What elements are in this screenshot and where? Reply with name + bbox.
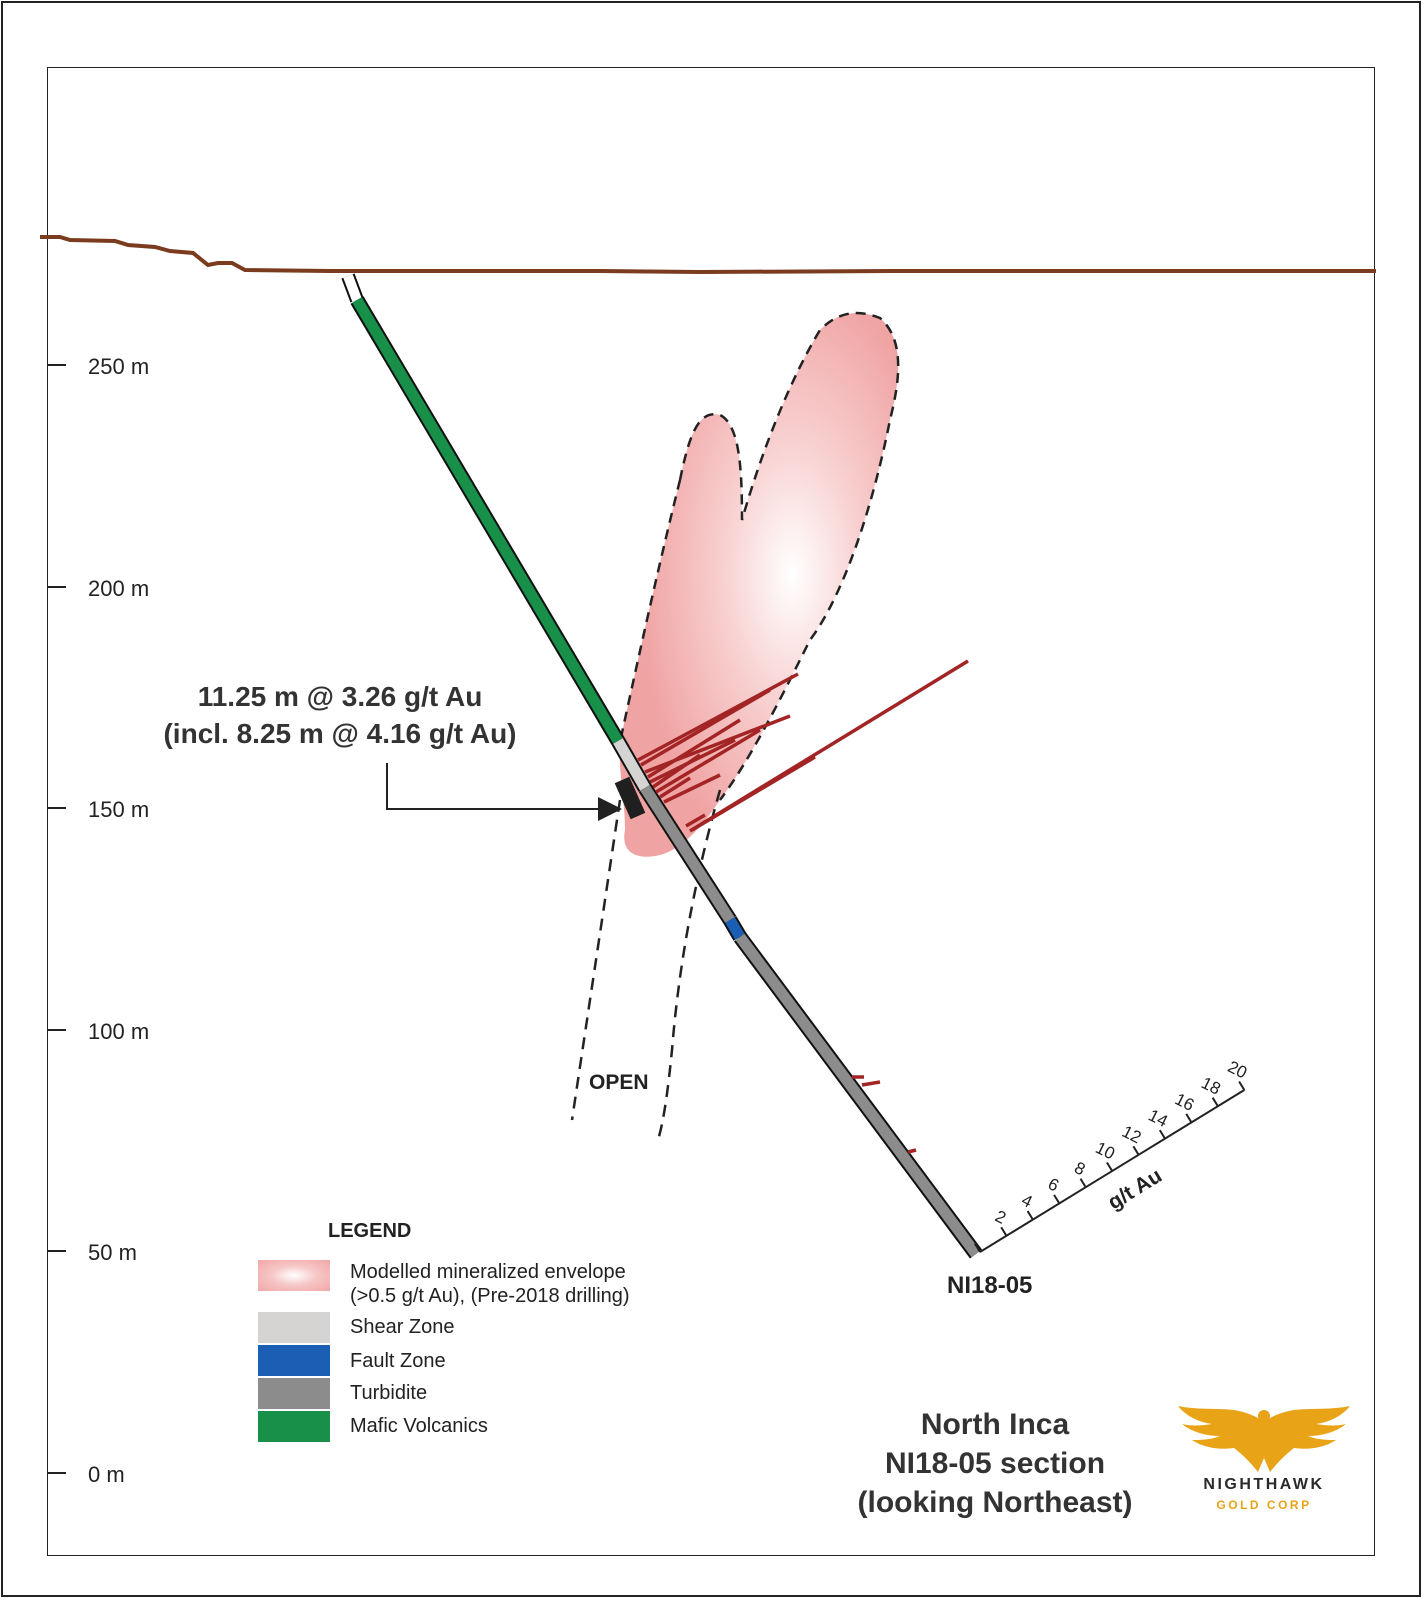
assay-bar bbox=[685, 813, 706, 828]
logo-name: NIGHTHAWK bbox=[1203, 1476, 1325, 1493]
grade-scale-unit: g/t Au bbox=[1104, 1164, 1166, 1214]
section-frame bbox=[47, 67, 1375, 1556]
grade-tick-label: 14 bbox=[1145, 1106, 1170, 1131]
legend-swatch-fault-zone bbox=[258, 1345, 330, 1376]
legend-item-shear-zone: Shear Zone bbox=[258, 1312, 455, 1343]
assay-bar bbox=[652, 753, 701, 789]
logo-subtitle: GOLD CORP bbox=[1216, 1498, 1312, 1512]
title-line2: NI18-05 section bbox=[884, 1447, 1106, 1480]
grade-tick-label: 10 bbox=[1093, 1138, 1118, 1163]
legend-item-mafic-volcanics: Mafic Volcanics bbox=[258, 1411, 488, 1442]
assay-bar bbox=[663, 773, 721, 804]
legend-sublabel: (>0.5 g/t Au), (Pre-2018 drilling) bbox=[350, 1285, 630, 1307]
assay-bar bbox=[907, 1148, 917, 1154]
hawk-wings-icon bbox=[1178, 1406, 1350, 1472]
envelope-outline bbox=[678, 311, 900, 801]
grade-tick-label: 6 bbox=[1045, 1174, 1062, 1195]
open-label: OPEN bbox=[589, 1071, 649, 1094]
nighthawk-logo: NIGHTHAWK GOLD CORP bbox=[1176, 1402, 1352, 1520]
legend-item-fault-zone: Fault Zone bbox=[258, 1345, 446, 1376]
depth-axis bbox=[48, 364, 66, 1474]
legend-item-envelope: Modelled mineralized envelope (>0.5 g/t … bbox=[258, 1260, 630, 1308]
assay-bar bbox=[647, 718, 741, 779]
legend-swatch-shear-zone bbox=[258, 1312, 330, 1343]
assay-bar bbox=[861, 1080, 881, 1087]
intercept-marker bbox=[614, 776, 646, 820]
grade-tick-label: 12 bbox=[1119, 1122, 1144, 1147]
open-extension-right bbox=[656, 789, 722, 1141]
depth-tick-label: 250 m bbox=[88, 354, 149, 379]
legend-swatch-turbidite bbox=[258, 1378, 330, 1409]
callout-arrow bbox=[386, 763, 622, 821]
assay-bar bbox=[637, 672, 799, 762]
depth-tick-label: 0 m bbox=[88, 1462, 125, 1487]
title-line3: (looking Northeast) bbox=[857, 1486, 1133, 1519]
grade-tick-label: 16 bbox=[1172, 1089, 1197, 1114]
legend-label: Modelled mineralized envelope bbox=[350, 1261, 626, 1283]
grade-tick-label: 8 bbox=[1071, 1158, 1088, 1179]
legend-label: Turbidite bbox=[350, 1382, 428, 1404]
legend-label: Mafic Volcanics bbox=[350, 1415, 488, 1437]
grade-tick-label: 2 bbox=[992, 1207, 1009, 1228]
grade-tick-label: 4 bbox=[1018, 1190, 1035, 1211]
depth-tick-label: 200 m bbox=[88, 576, 149, 601]
assay-bar bbox=[691, 755, 816, 832]
title-line1: North Inca bbox=[920, 1408, 1070, 1441]
intercept-callout-line1: 11.25 m @ 3.26 g/t Au bbox=[198, 681, 483, 712]
depth-tick-label: 50 m bbox=[88, 1240, 137, 1265]
legend-label: Fault Zone bbox=[350, 1350, 446, 1372]
legend-item-turbidite: Turbidite bbox=[258, 1378, 427, 1409]
assay-bar bbox=[640, 688, 771, 767]
legend-swatch-mafic-volcanics bbox=[258, 1411, 330, 1442]
topography-line bbox=[40, 235, 1376, 275]
assay-bar bbox=[659, 776, 691, 799]
intercept-callout-line2: (incl. 8.25 m @ 4.16 g/t Au) bbox=[163, 718, 516, 749]
grade-scale: 2 4 6 8 10 12 14 16 18 20 g/t Au bbox=[973, 1057, 1250, 1253]
assay-bars bbox=[637, 659, 969, 1154]
legend-swatch-envelope bbox=[258, 1260, 330, 1291]
legend-label: Shear Zone bbox=[350, 1316, 455, 1338]
depth-tick-label: 150 m bbox=[88, 797, 149, 822]
legend-title: LEGEND bbox=[328, 1220, 412, 1242]
drill-hole-label: NI18-05 bbox=[947, 1272, 1032, 1299]
mineralized-envelope bbox=[619, 313, 899, 857]
depth-tick-label: 100 m bbox=[88, 1019, 149, 1044]
assay-bar bbox=[655, 728, 761, 794]
section-title: North Inca NI18-05 section (looking Nort… bbox=[820, 1405, 1170, 1522]
grade-tick-label: 18 bbox=[1198, 1073, 1223, 1098]
drill-hole bbox=[341, 273, 983, 1259]
grade-tick-label: 20 bbox=[1225, 1057, 1250, 1082]
